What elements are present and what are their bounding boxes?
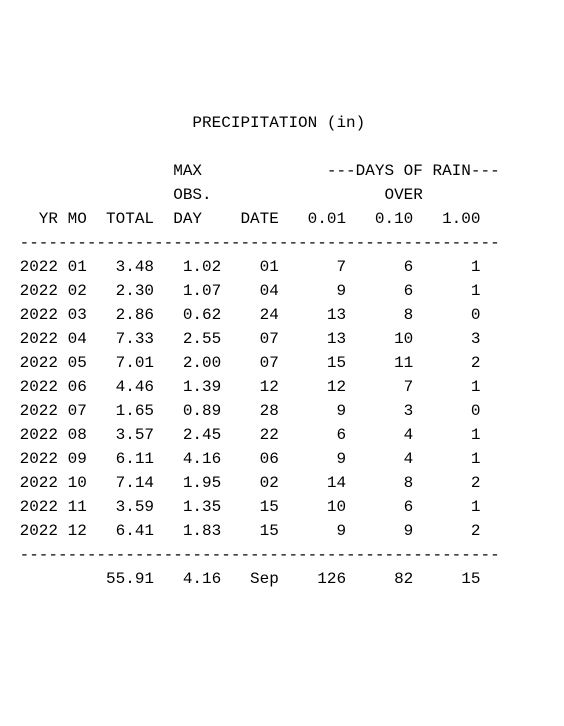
table-row: 2022 03 2.86 0.62 24 13 8 0 bbox=[10, 306, 480, 324]
table-row: 2022 04 7.33 2.55 07 13 10 3 bbox=[10, 330, 480, 348]
rule-bottom: ----------------------------------------… bbox=[10, 546, 500, 564]
report-title: PRECIPITATION (in) bbox=[10, 114, 365, 132]
table-row: 2022 08 3.57 2.45 22 6 4 1 bbox=[10, 426, 480, 444]
summary-row: 55.91 4.16 Sep 126 82 15 bbox=[10, 570, 480, 588]
table-row: 2022 05 7.01 2.00 07 15 11 2 bbox=[10, 354, 480, 372]
table-row: 2022 01 3.48 1.02 01 7 6 1 bbox=[10, 258, 480, 276]
table-row: 2022 06 4.46 1.39 12 12 7 1 bbox=[10, 378, 480, 396]
header-line-2: OBS. OVER bbox=[10, 186, 500, 204]
table-row: 2022 07 1.65 0.89 28 9 3 0 bbox=[10, 402, 480, 420]
table-row: 2022 12 6.41 1.83 15 9 9 2 bbox=[10, 522, 480, 540]
precipitation-report: PRECIPITATION (in) MAX ---DAYS OF RAIN--… bbox=[10, 111, 554, 591]
rule-top: ----------------------------------------… bbox=[10, 234, 500, 252]
header-columns: YR MO TOTAL DAY DATE 0.01 0.10 1.00 bbox=[10, 210, 480, 228]
header-line-1: MAX ---DAYS OF RAIN--- bbox=[10, 162, 500, 180]
table-row: 2022 02 2.30 1.07 04 9 6 1 bbox=[10, 282, 480, 300]
table-row: 2022 10 7.14 1.95 02 14 8 2 bbox=[10, 474, 480, 492]
table-row: 2022 09 6.11 4.16 06 9 4 1 bbox=[10, 450, 480, 468]
